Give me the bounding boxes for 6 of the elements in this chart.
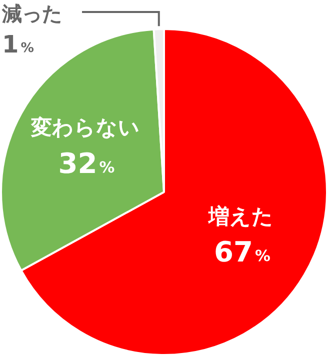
- data-label: 1%: [2, 30, 34, 59]
- slice-label: 減った: [1, 1, 62, 26]
- slice-label: 増えた: [208, 204, 274, 228]
- data-label: 67%: [214, 236, 270, 269]
- data-label: 32%: [58, 146, 115, 180]
- slice-label: 変わらない: [30, 116, 140, 140]
